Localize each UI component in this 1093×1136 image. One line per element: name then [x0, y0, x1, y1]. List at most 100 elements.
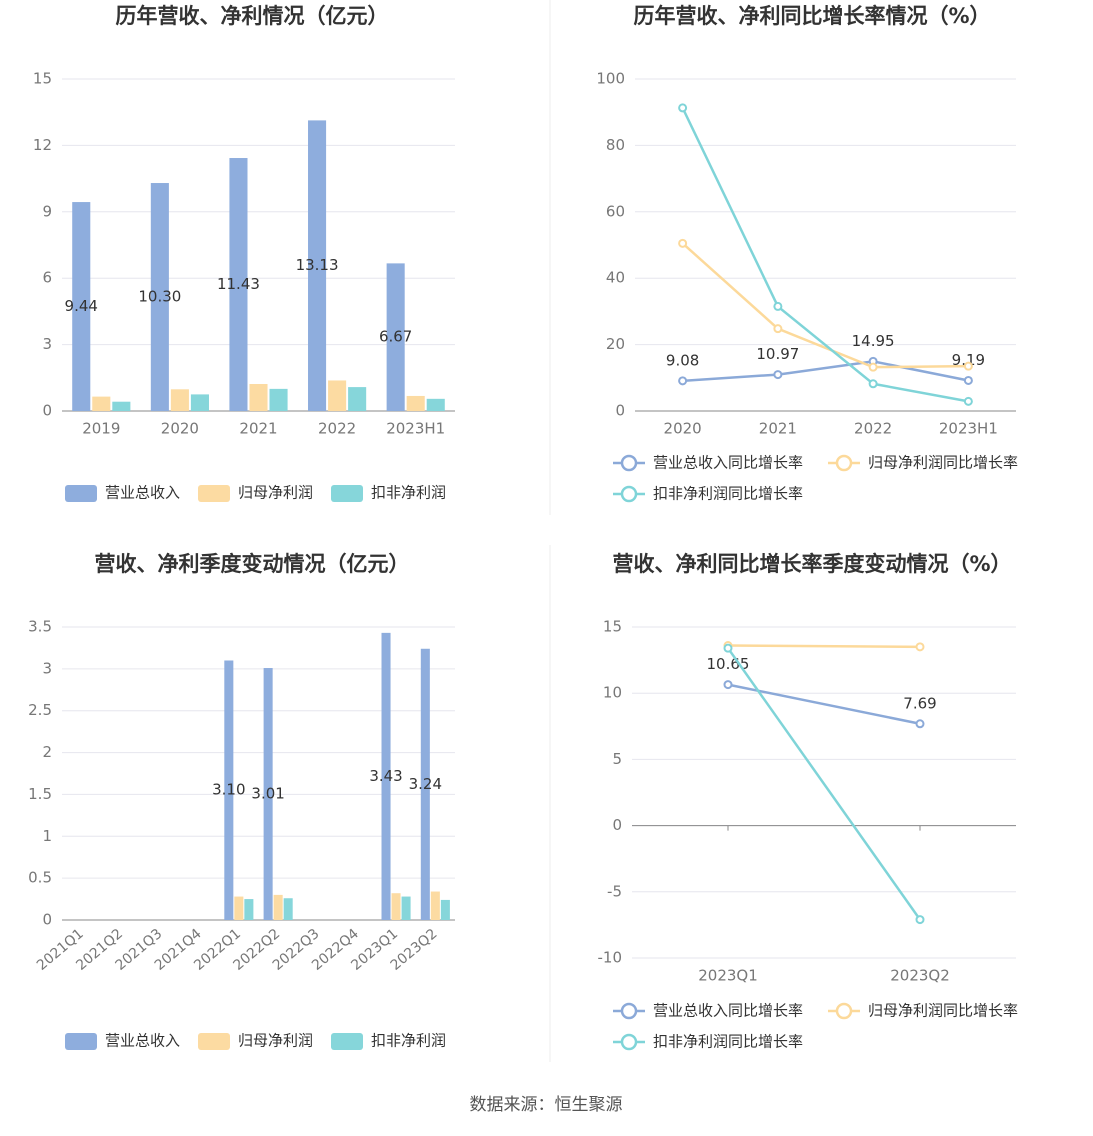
- data-point: [678, 376, 688, 386]
- bar: [391, 893, 401, 920]
- bar: [420, 648, 430, 920]
- legend-label[interactable]: 营业总收入: [105, 1032, 180, 1050]
- data-point: [723, 680, 733, 690]
- legend-label[interactable]: 扣非净利润同比增长率: [653, 485, 803, 503]
- y-tick-label: 40: [606, 269, 625, 287]
- legend-swatch[interactable]: [620, 454, 638, 472]
- legend-label[interactable]: 归母净利润同比增长率: [868, 1002, 1018, 1020]
- legend-label[interactable]: 营业总收入同比增长率: [653, 1002, 803, 1020]
- bar: [406, 395, 425, 411]
- data-label: 10.30: [138, 288, 181, 306]
- bar: [386, 263, 405, 411]
- legend-label[interactable]: 归母净利润: [238, 1032, 313, 1050]
- data-label: 7.69: [903, 694, 936, 712]
- y-tick-label: 60: [606, 202, 625, 220]
- data-label: 11.43: [217, 275, 260, 293]
- bar: [328, 380, 347, 411]
- y-tick-label: 3.5: [28, 618, 52, 636]
- bar: [92, 396, 111, 411]
- x-tick-label: 2022: [318, 420, 356, 438]
- y-tick-label: -10: [598, 949, 623, 967]
- bar: [229, 158, 248, 411]
- y-tick-label: -5: [607, 882, 622, 900]
- bar: [249, 383, 268, 411]
- chart-title: 营收、净利同比增长率季度变动情况（%）: [612, 552, 1011, 576]
- x-tick-label: 2021: [239, 420, 277, 438]
- series-line: [681, 107, 969, 403]
- source-note: 数据来源：恒生聚源: [470, 1095, 623, 1115]
- data-point: [773, 370, 783, 380]
- y-tick-label: 2: [42, 743, 52, 761]
- bar: [72, 202, 91, 411]
- legend-swatch[interactable]: [620, 1033, 638, 1051]
- legend-label[interactable]: 归母净利润: [238, 484, 313, 502]
- data-point: [915, 915, 925, 925]
- y-tick-label: 0: [42, 402, 52, 420]
- legend-swatch[interactable]: [331, 1033, 363, 1050]
- legend-label[interactable]: 营业总收入: [105, 484, 180, 502]
- data-label: 6.67: [379, 328, 412, 346]
- y-tick-label: 100: [596, 70, 625, 88]
- series-line: [682, 360, 969, 383]
- legend-label[interactable]: 扣非净利润: [371, 484, 446, 502]
- data-label: 14.95: [852, 332, 895, 350]
- data-point: [915, 642, 925, 652]
- x-tick-label: 2019: [82, 420, 120, 438]
- legend-swatch[interactable]: [198, 485, 230, 502]
- bar: [244, 899, 254, 920]
- y-tick-label: 80: [606, 136, 625, 154]
- legend-label[interactable]: 扣非净利润: [371, 1032, 446, 1050]
- bar: [234, 896, 244, 920]
- bar: [273, 894, 283, 920]
- data-point: [868, 362, 878, 372]
- x-tick-label: 2020: [161, 420, 199, 438]
- legend-swatch[interactable]: [620, 485, 638, 503]
- y-tick-label: 1: [42, 827, 52, 845]
- bar: [190, 394, 209, 411]
- series-line: [727, 683, 921, 726]
- data-label: 13.13: [296, 256, 339, 274]
- data-label: 3.43: [369, 767, 402, 785]
- y-tick-label: 0: [615, 402, 625, 420]
- y-tick-label: 12: [33, 136, 52, 154]
- bar: [283, 898, 293, 920]
- y-tick-label: 6: [42, 269, 52, 287]
- x-tick-label: 2022: [854, 420, 892, 438]
- series-line: [726, 647, 922, 921]
- y-tick-label: 3: [42, 335, 52, 353]
- bar: [269, 388, 288, 411]
- data-point: [868, 379, 878, 389]
- data-label: 10.65: [707, 655, 750, 673]
- x-tick-label: 2020: [664, 420, 702, 438]
- legend-swatch[interactable]: [198, 1033, 230, 1050]
- legend-swatch[interactable]: [331, 485, 363, 502]
- data-point: [678, 238, 688, 248]
- legend-label[interactable]: 归母净利润同比增长率: [868, 454, 1018, 472]
- y-tick-label: 2.5: [28, 701, 52, 719]
- legend-swatch[interactable]: [65, 485, 97, 502]
- data-label: 3.01: [251, 785, 284, 803]
- bar: [381, 632, 391, 920]
- data-point: [963, 361, 973, 371]
- legend-swatch[interactable]: [835, 454, 853, 472]
- y-tick-label: 9: [42, 202, 52, 220]
- bar: [224, 660, 234, 920]
- series-line: [727, 644, 921, 649]
- data-label: 9.19: [952, 351, 985, 369]
- chart-title: 历年营收、净利情况（亿元）: [116, 4, 389, 28]
- legend-label[interactable]: 营业总收入同比增长率: [653, 454, 803, 472]
- y-tick-label: 0: [42, 911, 52, 929]
- y-tick-label: 1.5: [28, 785, 52, 803]
- chart-title: 历年营收、净利同比增长率情况（%）: [633, 4, 990, 28]
- y-tick-label: 15: [33, 70, 52, 88]
- bar: [401, 896, 411, 920]
- legend-swatch[interactable]: [835, 1002, 853, 1020]
- bar: [170, 389, 189, 411]
- legend-swatch[interactable]: [620, 1002, 638, 1020]
- bar: [440, 899, 450, 920]
- legend-swatch[interactable]: [65, 1033, 97, 1050]
- legend-label[interactable]: 扣非净利润同比增长率: [653, 1033, 803, 1051]
- data-label: 3.24: [409, 775, 442, 793]
